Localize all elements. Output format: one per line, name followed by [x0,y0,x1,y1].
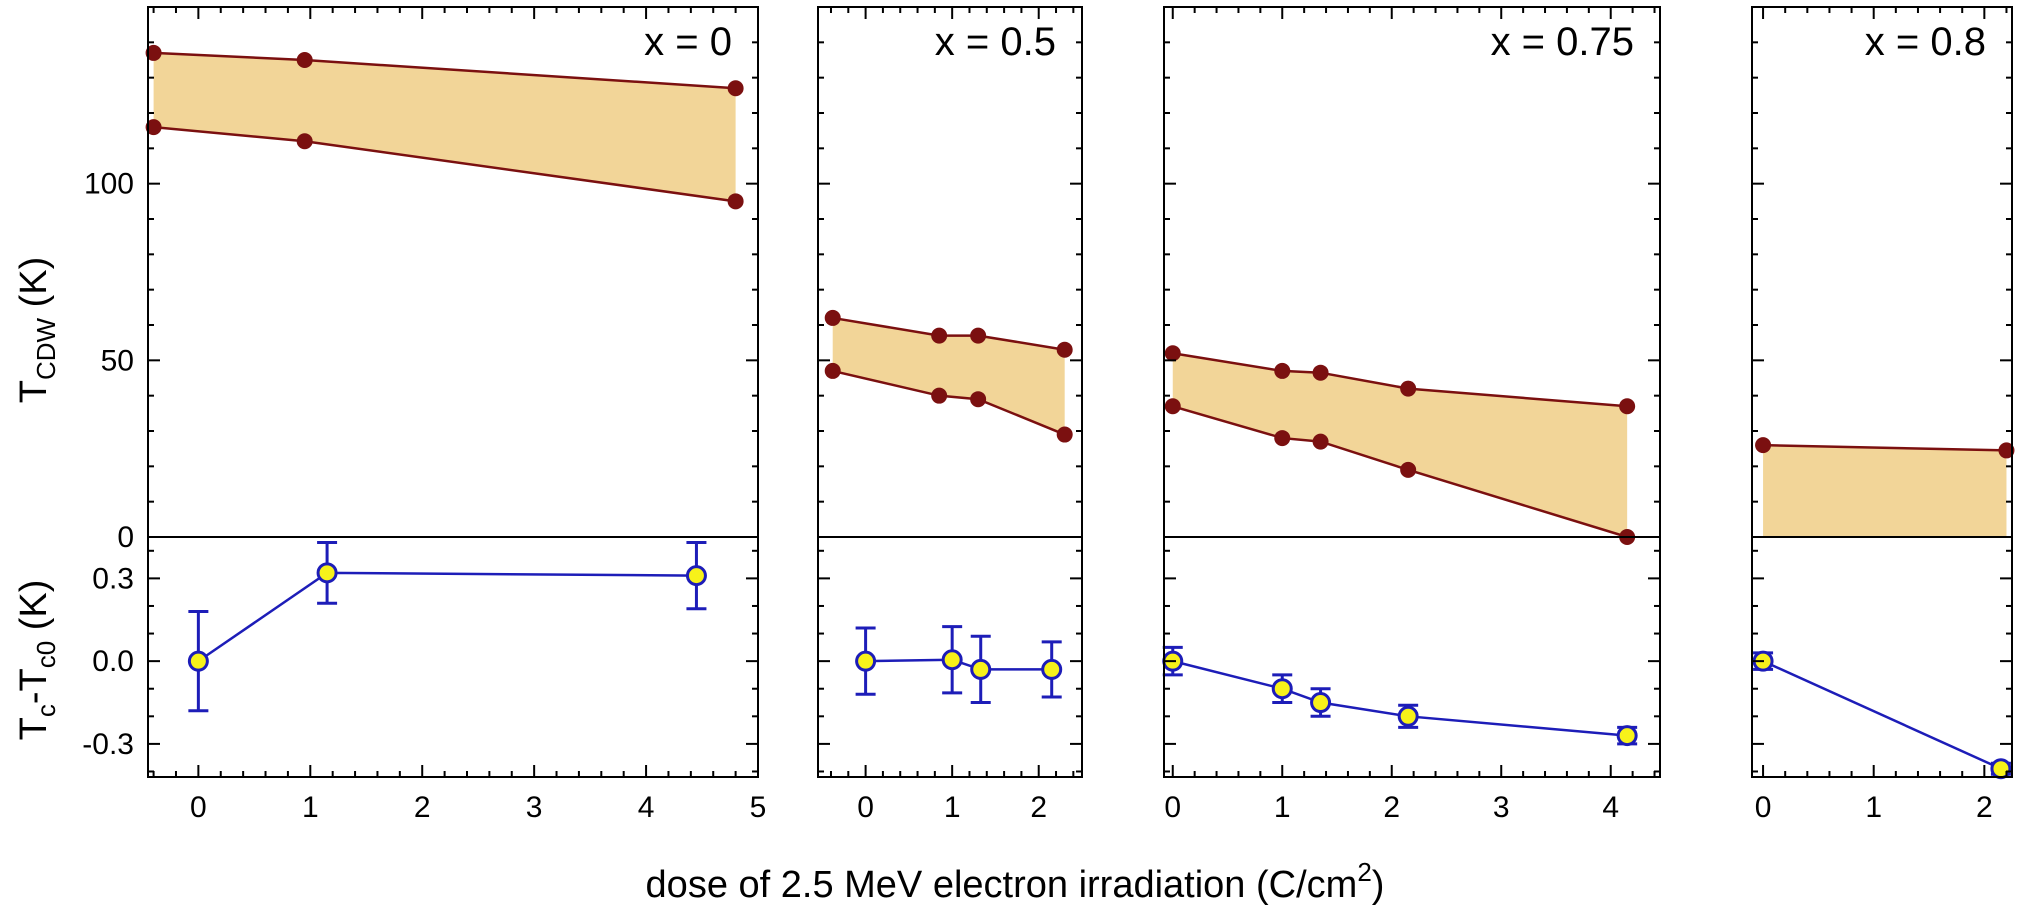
tc-point [1310,692,1332,714]
cdw-lower-point [1312,433,1329,450]
x-tick-label: 3 [1493,791,1510,824]
x-axis-title: dose of 2.5 MeV electron irradiation (C/… [646,857,1385,906]
bottom-frame [1163,536,1661,778]
bottom-y-tick-label: -0.3 [82,728,134,761]
x-tick-label: 1 [1865,791,1882,824]
panels: 0 50 100 -0.3 0.0 0.3 0 1 2 3 4 5 x = 0 0 1 2 x = 0.5 0 1 2… [82,6,2015,824]
x-tick-label: 0 [857,791,874,824]
cdw-upper-point [1164,345,1181,362]
tc-point [855,650,877,672]
cdw-band [153,52,736,202]
x-tick-label: 4 [638,791,655,824]
cdw-upper-point [931,327,948,344]
top-y-axis-title-unit: (K) [13,257,55,318]
bottom-y-tick-label: 0.3 [92,562,134,595]
panel-0: 0 50 100 -0.3 0.0 0.3 0 1 2 3 4 5 x = 0 [82,6,767,824]
bottom-y-axis-title-s1: c [31,704,61,717]
cdw-lower-point [970,391,987,408]
panel-1: 0 1 2 x = 0.5 [817,6,1083,824]
x-axis-title-sup: 2 [1357,857,1371,887]
bottom-y-axis-title-mid: -T [13,668,55,704]
panel-label: x = 0.75 [1491,20,1634,64]
cdw-band [1172,353,1628,537]
bottom-frame [147,536,759,778]
top-frame [817,6,1083,538]
bottom-y-axis-title: Tc-Tc0 (K) [13,580,61,741]
x-tick-label: 2 [414,791,431,824]
x-tick-label: 3 [526,791,543,824]
bottom-y-axis-title-t1: T [13,717,55,740]
tc-point [1397,705,1419,727]
tc-line [1762,659,2002,770]
x-tick-label: 0 [190,791,207,824]
cdw-upper-line [832,316,1065,351]
tc-point [316,562,338,584]
tc-point [1041,658,1063,680]
tc-point [187,650,209,672]
cdw-upper-point [1755,437,1772,454]
x-axis-title-main: dose of 2.5 MeV electron irradiation (C/… [646,864,1358,906]
x-tick-label: 0 [1164,791,1181,824]
top-y-tick-label: 0 [117,521,134,554]
panel-3: 0 1 2 x = 0.8 [1751,6,2015,824]
cdw-lower-point [296,133,313,150]
tc-line [197,571,697,663]
cdw-lower-point [1400,461,1417,478]
cdw-upper-point [824,309,841,326]
top-y-axis-title: TCDW (K) [13,257,61,404]
cdw-upper-point [145,44,162,61]
cdw-band [832,317,1065,435]
cdw-upper-point [1619,398,1636,415]
panel-label: x = 0.8 [1865,20,1986,64]
cdw-upper-point [1400,380,1417,397]
cdw-lower-point [1274,430,1291,447]
x-axis-title-close: ) [1372,864,1385,906]
x-tick-label: 2 [1030,791,1047,824]
cdw-upper-point [727,80,744,97]
cdw-upper-point [1056,341,1073,358]
x-tick-label: 2 [1383,791,1400,824]
cdw-lower-point [824,362,841,379]
tc-line [865,658,1052,671]
bottom-frame [817,536,1083,778]
cdw-lower-point [727,193,744,210]
tc-point [1616,725,1638,747]
cdw-upper-point [1998,442,2015,459]
top-y-axis-title-sub: CDW [31,317,61,380]
cdw-upper-point [970,327,987,344]
tc-point [685,565,707,587]
tc-line [1172,659,1628,737]
tc-point [970,658,992,680]
x-tick-label: 1 [944,791,961,824]
cdw-upper-line [1763,443,2007,452]
bottom-y-tick-label: 0.0 [92,645,134,678]
panel-2: 0 1 2 3 4 x = 0.75 [1162,6,1661,824]
top-y-axis-title-main: T [13,380,55,403]
x-tick-label: 0 [1755,791,1772,824]
x-tick-label: 4 [1602,791,1619,824]
cdw-lower-point [931,387,948,404]
cdw-lower-point [145,119,162,136]
bottom-y-axis-title-s2: c0 [31,641,61,668]
tc-point [941,649,963,671]
tc-point [1271,678,1293,700]
cdw-upper-point [1274,362,1291,379]
x-tick-label: 1 [1274,791,1291,824]
cdw-upper-point [296,52,313,68]
bottom-frame [1751,536,2013,778]
panel-label: x = 0 [644,20,732,64]
bottom-y-axis-title-unit: (K) [13,580,55,641]
top-y-tick-label: 100 [84,168,134,201]
top-y-tick-label: 50 [101,344,134,377]
cdw-lower-line [832,369,1066,436]
cdw-band [1763,445,2007,537]
x-tick-label: 2 [1976,791,1993,824]
cdw-lower-point [1056,426,1073,443]
x-tick-label: 1 [302,791,319,824]
cdw-upper-point [1312,364,1329,381]
cdw-lower-point [1164,398,1181,415]
panel-label: x = 0.5 [935,20,1056,64]
x-tick-label: 5 [750,791,767,824]
